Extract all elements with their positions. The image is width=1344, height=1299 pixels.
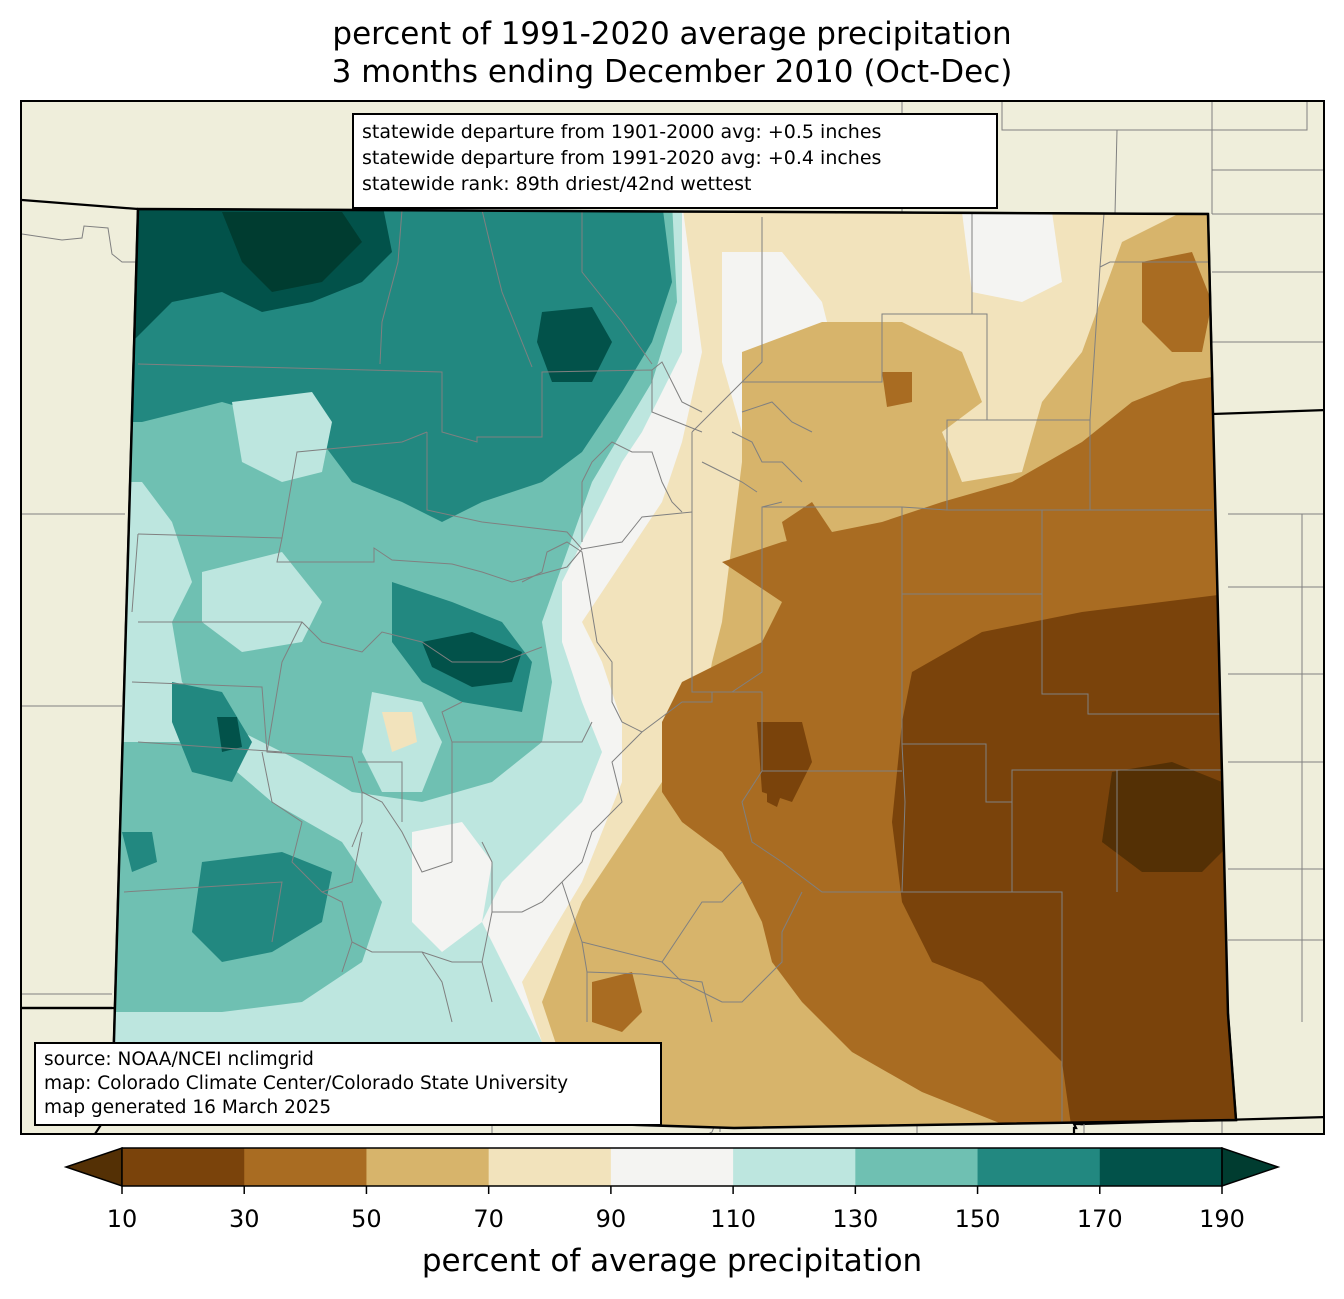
colorbar-tick-label: 150: [954, 1205, 1001, 1233]
source-line-data: source: NOAA/NCEI nclimgrid: [44, 1049, 314, 1070]
map-title-line2: 3 months ending December 2010 (Oct-Dec): [331, 54, 1013, 90]
colorbar-bin: [488, 1148, 612, 1186]
colorbar-label: percent of average precipitation: [421, 1243, 923, 1279]
colorbar-bin: [366, 1148, 490, 1186]
colorbar-bin: [977, 1148, 1101, 1186]
precipitation-field: [112, 209, 1236, 1128]
map-title-line1: percent of 1991-2020 average precipitati…: [332, 16, 1012, 52]
colorbar-frame: [121, 1147, 1223, 1187]
colorbar-bin: [1099, 1148, 1223, 1186]
stats-line-departure-1991: statewide departure from 1991-2020 avg: …: [362, 147, 882, 169]
colorbar-extension-low: [63, 1146, 123, 1188]
source-line-map: map: Colorado Climate Center/Colorado St…: [44, 1073, 569, 1094]
colorbar-extension-high: [1221, 1146, 1281, 1188]
colorbar-tick-label: 30: [228, 1205, 260, 1233]
colorbar-tick-label: 190: [1199, 1205, 1245, 1233]
colorbar-bin: [733, 1148, 856, 1186]
colorbar-tick-label: 50: [351, 1205, 382, 1233]
stats-line-departure-1901: statewide departure from 1901-2000 avg: …: [362, 121, 882, 143]
colorbar-tick-label: 110: [710, 1205, 757, 1233]
stats-line-rank: statewide rank: 89th driest/42nd wettest: [362, 173, 752, 195]
map-frame: statewide departure from 1901-2000 avg: …: [20, 100, 1325, 1135]
county-lines: [123, 209, 1232, 1124]
colorbar-bin: [244, 1148, 367, 1186]
source-box: source: NOAA/NCEI nclimgrid map: Colorad…: [34, 1042, 662, 1126]
colorbar-tick-label: 170: [1076, 1205, 1123, 1233]
colorbar-bin: [610, 1148, 734, 1186]
precipitation-map: [22, 102, 1323, 1133]
colorbar-tick-label: 10: [106, 1205, 138, 1233]
colorbar: [63, 1146, 1281, 1194]
colorbar-tick-label: 90: [595, 1205, 627, 1233]
colorbar-tick-label: 70: [473, 1205, 504, 1233]
colorbar-bin: [122, 1148, 245, 1186]
colorbar-tick-label: 130: [832, 1205, 879, 1233]
colorbar-bin: [855, 1148, 979, 1186]
statewide-stats-box: statewide departure from 1901-2000 avg: …: [352, 113, 998, 209]
source-line-generated: map generated 16 March 2025: [44, 1097, 332, 1118]
